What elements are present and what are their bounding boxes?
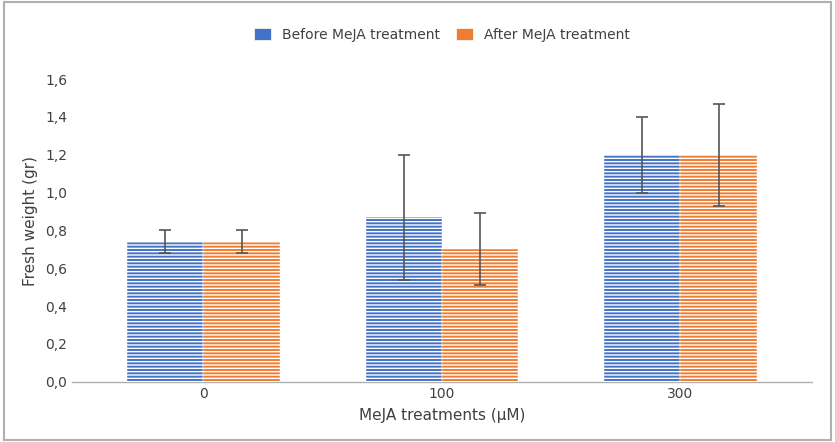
Bar xyxy=(605,155,681,382)
X-axis label: MeJA treatments (μM): MeJA treatments (μM) xyxy=(359,408,525,423)
Bar xyxy=(681,155,757,382)
Legend: Before MeJA treatment, After MeJA treatment: Before MeJA treatment, After MeJA treatm… xyxy=(248,22,635,47)
Bar xyxy=(366,217,442,382)
Y-axis label: Fresh weight (gr): Fresh weight (gr) xyxy=(23,156,38,286)
Bar xyxy=(127,242,204,382)
Bar xyxy=(442,249,519,382)
Bar xyxy=(204,242,280,382)
